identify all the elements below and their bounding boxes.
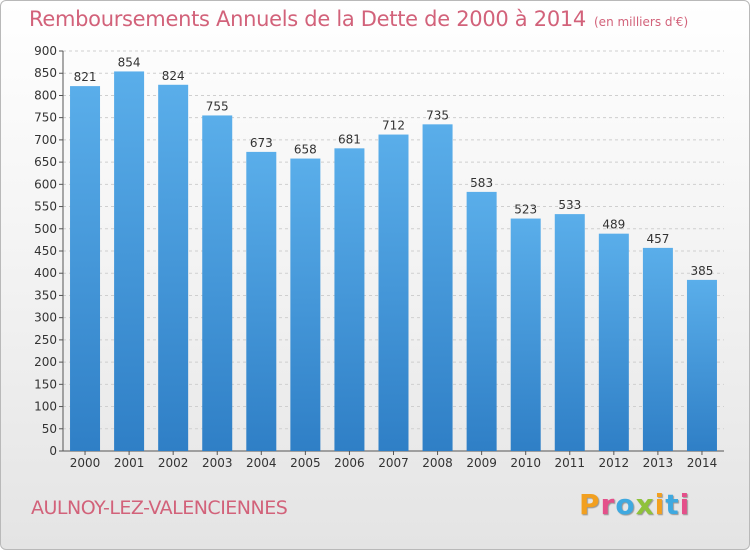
data-label-2007: 712	[382, 119, 405, 133]
x-tick-label-2014: 2014	[687, 456, 718, 470]
y-tick-label: 650	[34, 155, 57, 169]
data-label-2001: 854	[118, 55, 141, 69]
x-tick-label-2006: 2006	[334, 456, 365, 470]
x-tick-label-2003: 2003	[202, 456, 233, 470]
y-tick-label: 800	[34, 88, 57, 102]
bar-2002	[158, 84, 189, 452]
logo-letter: P	[579, 488, 601, 521]
axes: 0 50 100 150 200 250 300 350 400 450 500 550 600 650 7…	[34, 44, 724, 470]
bar-2006	[334, 148, 365, 452]
bar-2005	[290, 158, 321, 452]
chart-title-text: Remboursements Annuels de la Dette de 20…	[29, 7, 586, 31]
x-tick-label-2013: 2013	[643, 456, 674, 470]
bar-2009	[466, 191, 497, 451]
data-label-2014: 385	[691, 264, 714, 278]
y-tick-label: 600	[34, 177, 57, 191]
x-tick-label-2012: 2012	[599, 456, 630, 470]
logo-letter: o	[615, 488, 636, 521]
y-tick-label: 200	[34, 355, 57, 369]
bar-2003	[202, 115, 233, 451]
y-tick-label: 400	[34, 266, 57, 280]
bar-2004	[246, 151, 277, 451]
y-tick-label: 0	[49, 444, 57, 458]
x-tick-label-2005: 2005	[290, 456, 321, 470]
data-labels: 821 854 824 755 673 658 681 712 735 583 523 533 489 4…	[74, 55, 714, 277]
data-label-2002: 824	[162, 69, 185, 83]
data-label-2011: 533	[558, 198, 581, 212]
data-label-2005: 658	[294, 143, 317, 157]
x-tick-label-2011: 2011	[554, 456, 585, 470]
x-tick-label-2001: 2001	[114, 456, 145, 470]
logo-letter: r	[600, 488, 616, 521]
data-label-2010: 523	[514, 203, 537, 217]
y-tick-label: 700	[34, 133, 57, 147]
y-tick-label: 850	[34, 66, 57, 80]
commune-name: AULNOY-LEZ-VALENCIENNES	[31, 497, 288, 519]
bar-2007	[378, 134, 409, 452]
y-tick-label: 500	[34, 222, 57, 236]
y-tick-label: 900	[34, 44, 57, 58]
bar-2008	[422, 124, 453, 451]
x-tick-label-2009: 2009	[466, 456, 497, 470]
proxiti-logo: Proxiti	[579, 488, 690, 521]
bar-2013	[642, 247, 673, 451]
y-tick-label: 50	[42, 422, 57, 436]
bars	[70, 71, 717, 452]
x-tick-label-2007: 2007	[378, 456, 409, 470]
bar-2014	[686, 279, 717, 451]
data-label-2008: 735	[426, 108, 449, 122]
logo-letter: x	[635, 488, 655, 521]
y-tick-label: 300	[34, 311, 57, 325]
x-tick-label-2000: 2000	[70, 456, 101, 470]
x-tick-label-2010: 2010	[510, 456, 541, 470]
bar-2011	[554, 214, 585, 451]
bar-2000	[70, 86, 101, 451]
data-label-2003: 755	[206, 99, 229, 113]
data-label-2004: 673	[250, 136, 273, 150]
bar-2010	[510, 218, 541, 451]
y-tick-label: 750	[34, 111, 57, 125]
logo-letter: t	[665, 488, 680, 521]
y-tick-label: 550	[34, 200, 57, 214]
x-tick-label-2004: 2004	[246, 456, 277, 470]
data-label-2000: 821	[74, 70, 97, 84]
x-tick-label-2008: 2008	[422, 456, 453, 470]
y-tick-label: 100	[34, 400, 57, 414]
data-label-2006: 681	[338, 132, 361, 146]
chart-title: Remboursements Annuels de la Dette de 20…	[29, 7, 688, 31]
x-tick-label-2002: 2002	[158, 456, 189, 470]
y-tick-label: 350	[34, 288, 57, 302]
y-tick-label: 250	[34, 333, 57, 347]
data-label-2013: 457	[646, 232, 669, 246]
y-tick-label: 150	[34, 377, 57, 391]
logo-letter: i	[679, 488, 691, 521]
bar-2001	[114, 71, 145, 451]
data-label-2012: 489	[602, 218, 625, 232]
bar-2012	[598, 233, 629, 451]
data-label-2009: 583	[470, 176, 493, 190]
y-tick-label: 450	[34, 244, 57, 258]
chart-subtitle: (en milliers d'€)	[594, 15, 689, 29]
logo-letter: i	[654, 488, 666, 521]
